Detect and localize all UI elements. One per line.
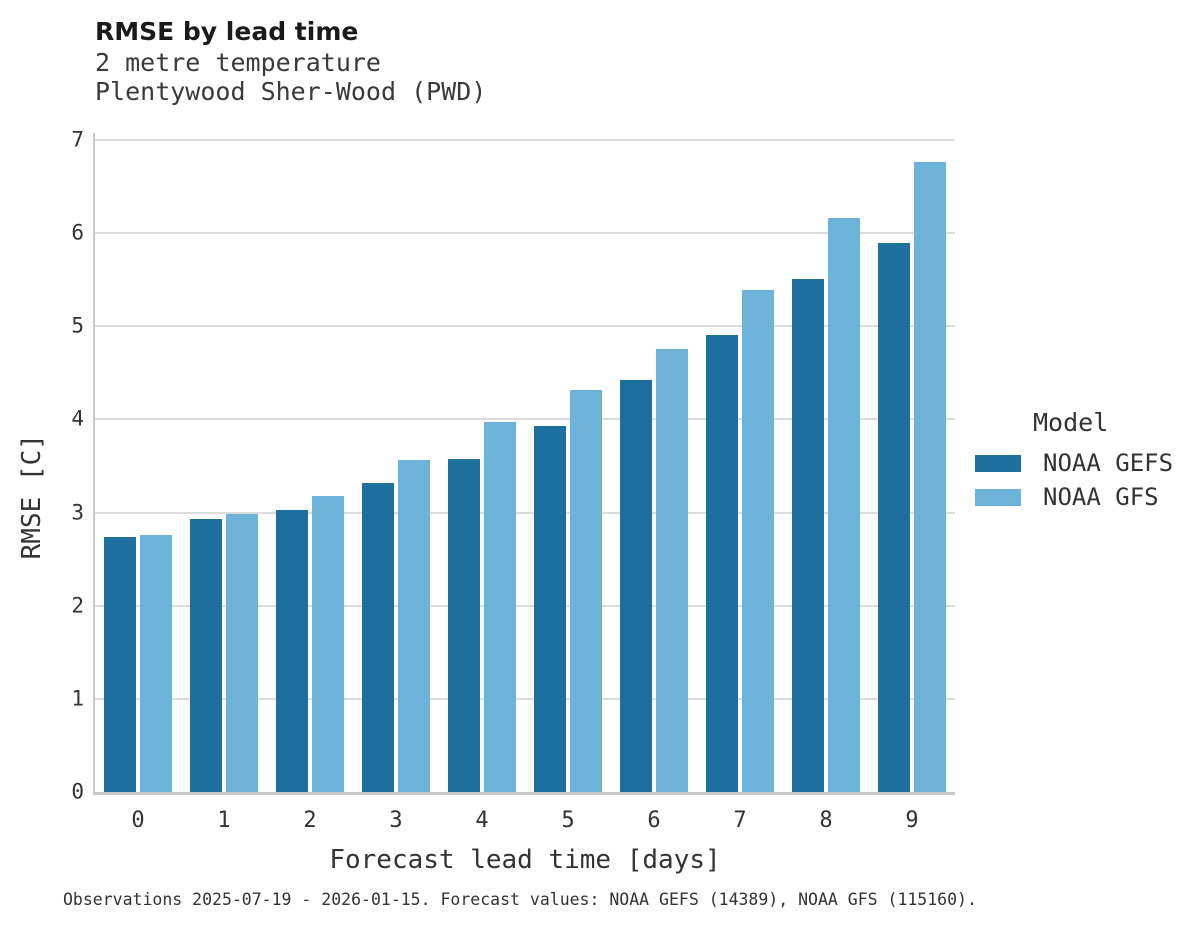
x-tick-label-4: 4: [475, 808, 489, 833]
y-tick-label: 6: [71, 220, 84, 245]
y-tick-label: 4: [71, 406, 84, 431]
bar-group-day-4: [439, 422, 525, 792]
gridline-y6: [95, 232, 955, 235]
chart-subtitle-variable: 2 metre temperature: [95, 48, 381, 77]
x-tick-label-6: 6: [647, 808, 661, 833]
y-tick-label: 7: [71, 127, 84, 152]
bar-noaa-gefs-day-3: [362, 482, 394, 792]
x-tick-label-1: 1: [217, 808, 231, 833]
bar-group-day-5: [525, 389, 611, 792]
legend-label: NOAA GEFS: [1043, 449, 1174, 477]
bar-group-day-1: [181, 513, 267, 792]
bar-noaa-gefs-day-1: [190, 519, 222, 792]
legend-entry-noaa-gefs: NOAA GEFS: [965, 446, 1191, 480]
chart-title: RMSE by lead time: [95, 17, 359, 46]
y-tick-label: 0: [71, 779, 84, 804]
bar-group-day-2: [267, 495, 353, 792]
bar-noaa-gefs-day-4: [448, 458, 480, 792]
bar-noaa-gfs-day-2: [312, 495, 344, 792]
x-tick-label-3: 3: [389, 808, 403, 833]
gridline-y5: [95, 325, 955, 328]
x-axis-title: Forecast lead time [days]: [329, 845, 721, 875]
gridline-y4: [95, 418, 955, 421]
bar-noaa-gefs-day-5: [534, 425, 566, 792]
plot-area: [93, 133, 955, 795]
x-tick-label-0: 0: [131, 808, 145, 833]
y-tick-label: 2: [71, 593, 84, 618]
gridline-y2: [95, 604, 955, 607]
chart-header: RMSE by lead time 2 metre temperature Pl…: [95, 16, 486, 106]
x-tick-label-8: 8: [819, 808, 833, 833]
bar-group-day-6: [611, 348, 697, 792]
x-tick-label-7: 7: [733, 808, 747, 833]
y-tick-label: 5: [71, 313, 84, 338]
bar-noaa-gfs-day-1: [226, 513, 258, 792]
gridline-y1: [95, 697, 955, 700]
bar-noaa-gfs-day-7: [742, 289, 774, 792]
y-axis-title: RMSE [C]: [17, 434, 47, 560]
legend-swatch-icon: [975, 488, 1021, 506]
bar-group-day-3: [353, 460, 439, 792]
legend-entry-noaa-gfs: NOAA GFS: [965, 480, 1191, 514]
gridline-y3: [95, 511, 955, 514]
legend: Model NOAA GEFS NOAA GFS: [965, 408, 1191, 514]
gridline-y7: [95, 139, 955, 141]
legend-label: NOAA GFS: [1043, 483, 1159, 511]
bar-group-day-8: [783, 218, 869, 792]
bar-group-day-9: [869, 162, 955, 792]
bar-group-day-7: [697, 289, 783, 792]
bar-noaa-gfs-day-6: [656, 348, 688, 792]
y-tick-label: 3: [71, 500, 84, 525]
y-tick-label: 1: [71, 686, 84, 711]
bar-noaa-gefs-day-6: [620, 380, 652, 792]
bar-noaa-gefs-day-2: [276, 509, 308, 792]
bar-group-day-0: [95, 534, 181, 792]
bar-noaa-gfs-day-8: [828, 218, 860, 792]
x-tick-label-2: 2: [303, 808, 317, 833]
legend-swatch-icon: [975, 454, 1021, 472]
bar-noaa-gefs-day-0: [104, 536, 136, 792]
bar-noaa-gefs-day-8: [792, 278, 824, 792]
bar-noaa-gefs-day-7: [706, 334, 738, 792]
x-tick-label-5: 5: [561, 808, 575, 833]
bar-noaa-gefs-day-9: [878, 243, 910, 792]
bar-noaa-gfs-day-5: [570, 389, 602, 792]
caption-text: Observations 2025-07-19 - 2026-01-15. Fo…: [63, 890, 977, 909]
chart-subtitle-station: Plentywood Sher-Wood (PWD): [95, 77, 487, 106]
legend-title: Model: [1033, 408, 1109, 437]
y-axis-line: [93, 133, 95, 795]
bar-noaa-gfs-day-3: [398, 460, 430, 792]
bar-noaa-gfs-day-9: [914, 162, 946, 792]
legend-entries: NOAA GEFS NOAA GFS: [965, 446, 1191, 514]
bar-noaa-gfs-day-0: [140, 534, 172, 792]
bar-noaa-gfs-day-4: [484, 422, 516, 792]
x-axis-line: [93, 792, 955, 795]
x-tick-label-9: 9: [905, 808, 919, 833]
